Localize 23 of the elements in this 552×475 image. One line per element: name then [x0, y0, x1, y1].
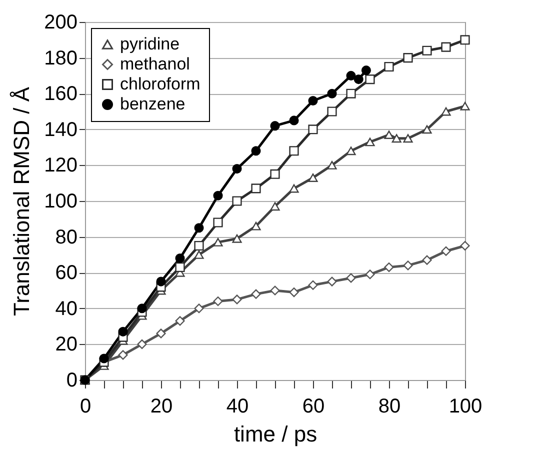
y-tick-label: 180 — [44, 47, 78, 70]
y-axis-title: Translational RMSD / Å — [9, 86, 34, 316]
y-tick-label: 160 — [44, 83, 78, 106]
y-tick-label: 200 — [44, 12, 78, 34]
legend-label: chloroform — [120, 74, 200, 94]
y-tick-label: 100 — [44, 190, 78, 212]
legend-label: pyridine — [120, 34, 180, 54]
x-tick-label: 0 — [80, 396, 92, 418]
x-tick-label: 40 — [226, 396, 249, 418]
x-tick-label: 100 — [448, 396, 482, 418]
x-tick-label: 60 — [302, 396, 325, 418]
y-tick-label: 40 — [55, 298, 78, 320]
legend-label: benzene — [120, 94, 186, 114]
x-tick-label: 20 — [150, 396, 173, 418]
y-tick-label: 140 — [44, 118, 78, 141]
y-tick-label: 80 — [55, 226, 78, 248]
y-tick-label: 0 — [66, 370, 78, 392]
x-tick-label: 80 — [378, 396, 401, 418]
x-axis-title: time / ps — [234, 422, 318, 446]
y-tick-label: 60 — [55, 262, 78, 284]
y-tick-label: 120 — [44, 154, 78, 177]
legend-label: methanol — [120, 54, 190, 74]
y-tick-label: 20 — [55, 334, 78, 356]
